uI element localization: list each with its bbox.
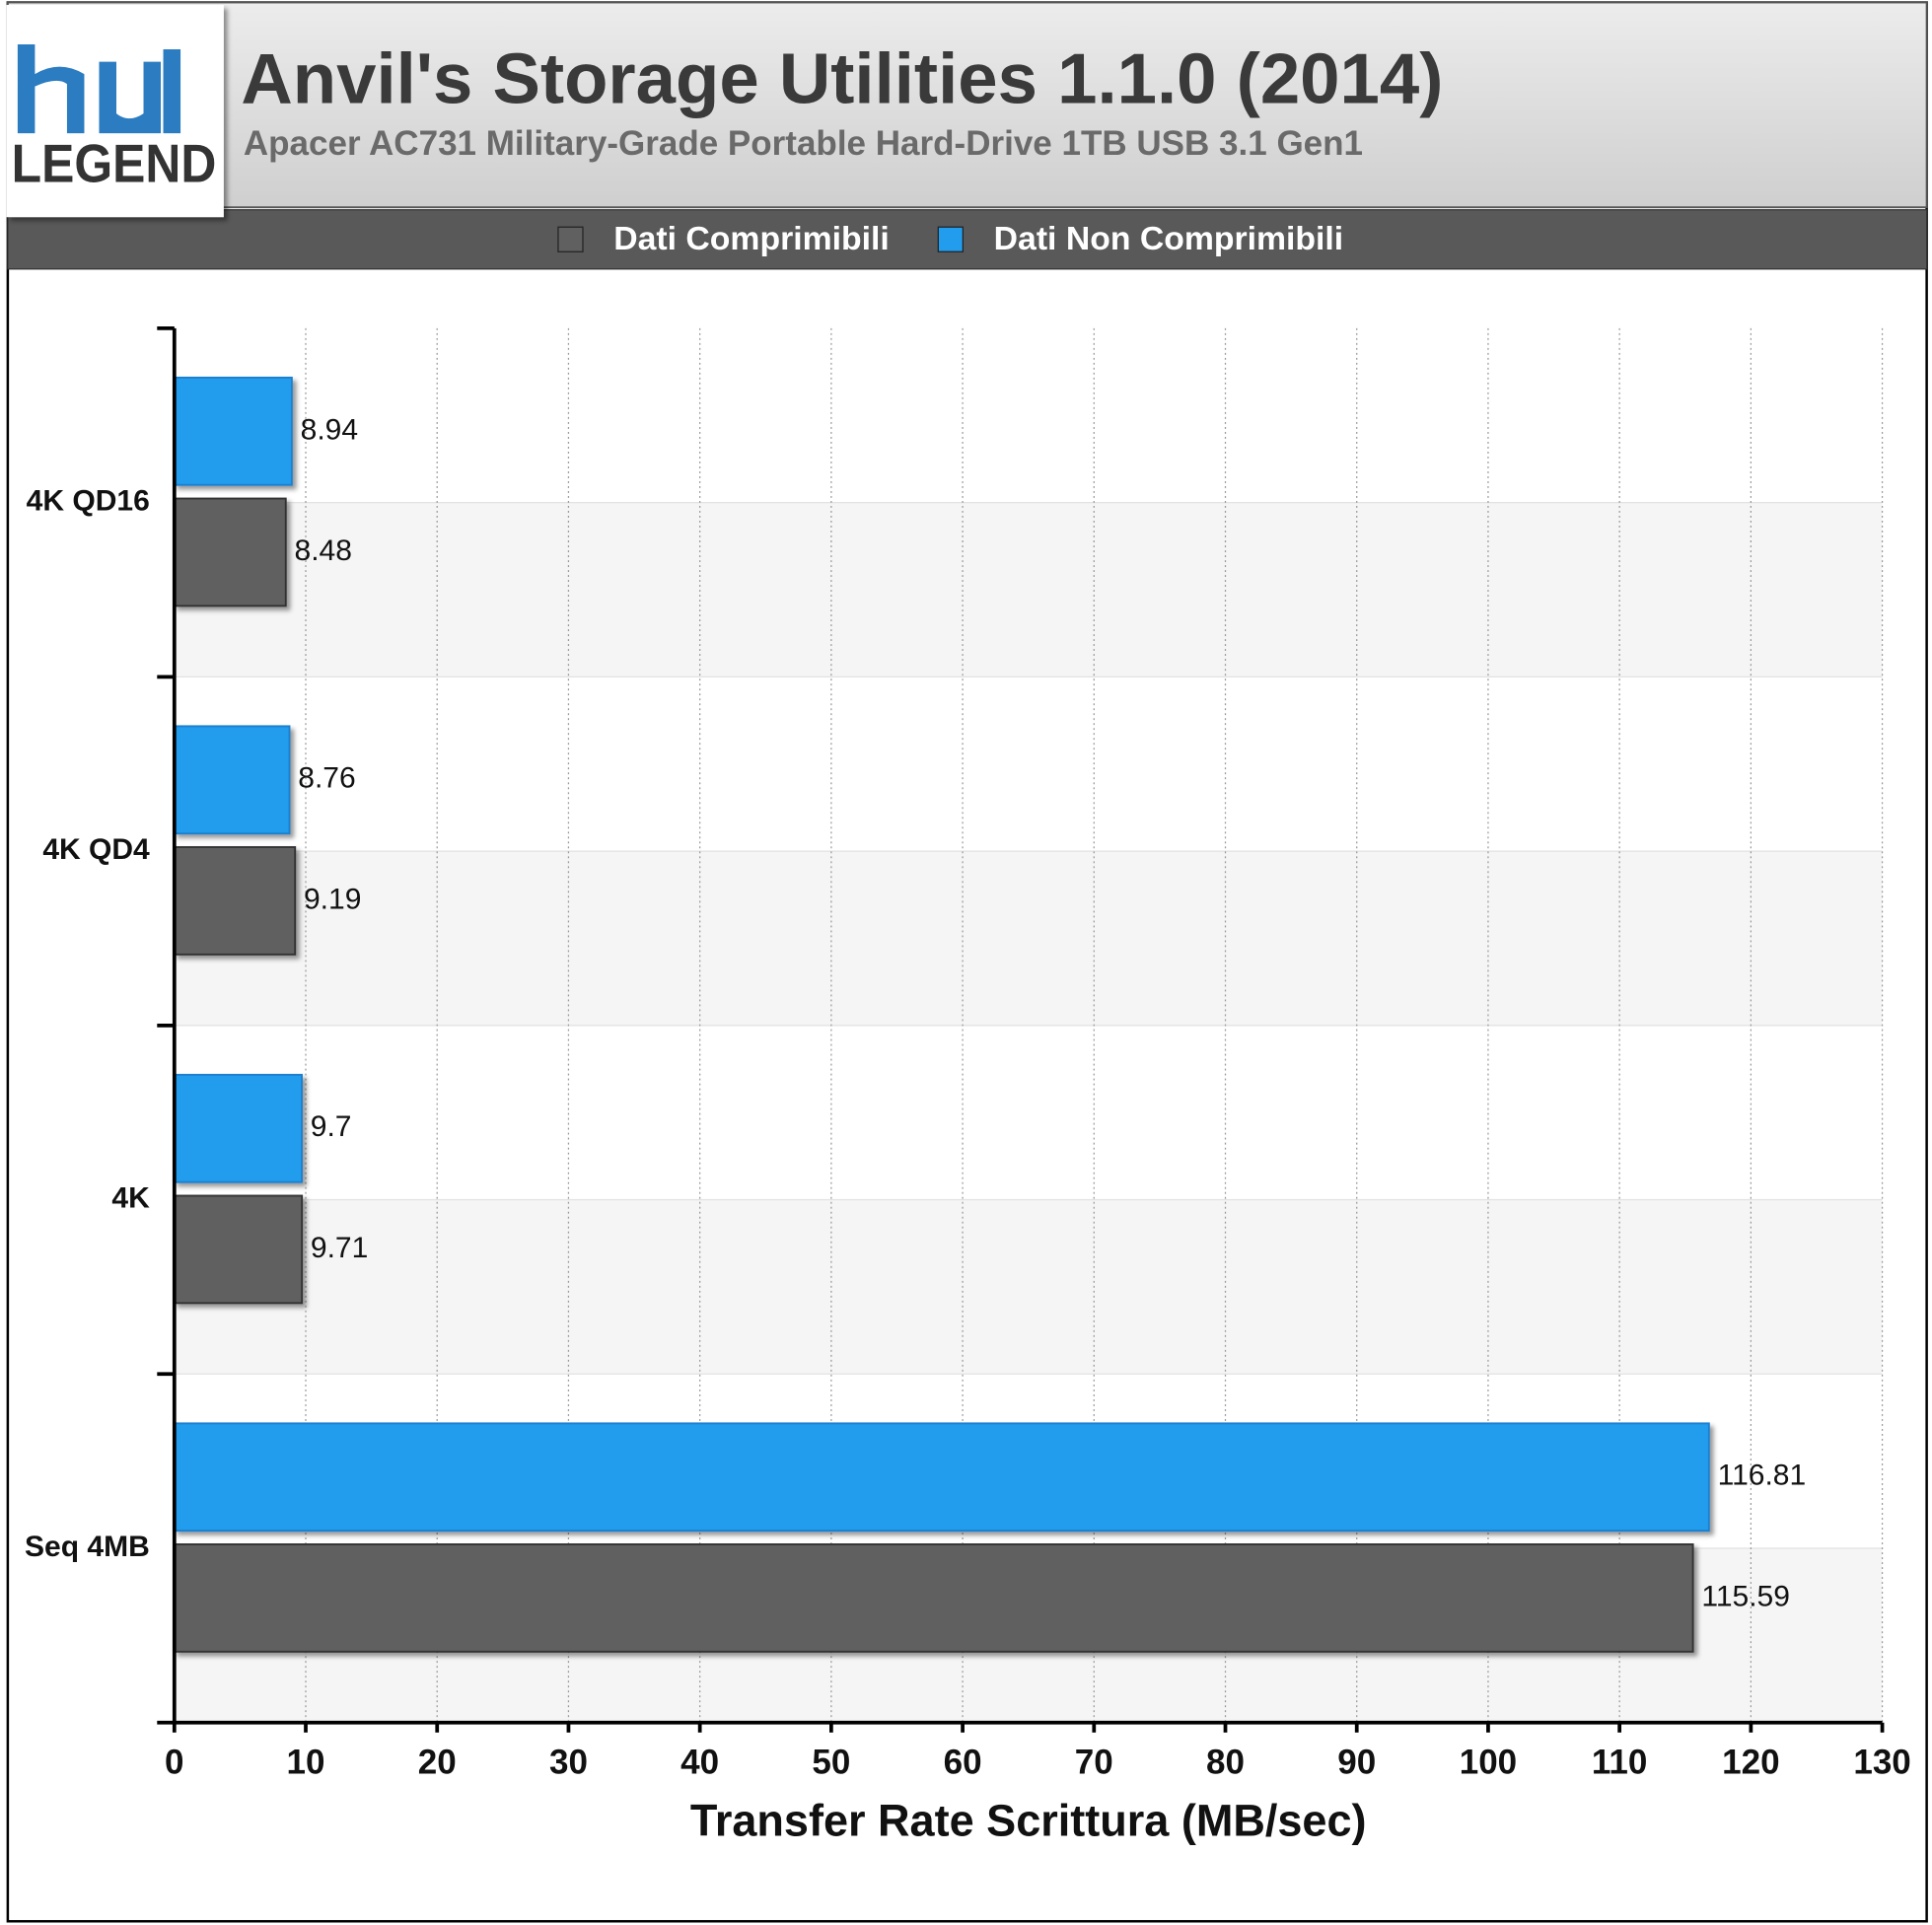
x-tick-label: 130 xyxy=(1853,1744,1910,1782)
bar xyxy=(173,1422,1710,1533)
logo-text: LEGEND xyxy=(12,133,217,194)
bar xyxy=(173,725,291,835)
value-label: 8.48 xyxy=(295,535,352,567)
legend-label: Dati Comprimibili xyxy=(613,220,890,257)
band-bg xyxy=(174,851,1883,1026)
bar xyxy=(173,1543,1694,1653)
header xyxy=(6,1,1928,209)
value-label: 9.71 xyxy=(311,1232,368,1264)
y-tick-label: Seq 4MB xyxy=(25,1531,150,1563)
value-label: 8.94 xyxy=(301,413,358,446)
x-tick-label: 70 xyxy=(1075,1744,1113,1782)
bar xyxy=(173,846,297,956)
legend-swatch xyxy=(937,226,964,252)
x-tick-label: 20 xyxy=(418,1744,457,1782)
band-bg xyxy=(174,1199,1883,1375)
bar xyxy=(173,497,287,607)
bar xyxy=(173,376,293,486)
legend-swatch xyxy=(557,226,584,252)
band-bg xyxy=(174,502,1883,677)
chart-title: Anvil's Storage Utilities 1.1.0 (2014) xyxy=(241,38,1443,118)
legend-label: Dati Non Comprimibili xyxy=(994,220,1344,257)
y-tick-label: 4K xyxy=(111,1181,150,1214)
x-tick-label: 80 xyxy=(1206,1744,1245,1782)
x-axis-title: Transfer Rate Scrittura (MB/sec) xyxy=(690,1795,1367,1845)
legend-bar xyxy=(7,209,1928,270)
x-tick-label: 110 xyxy=(1592,1744,1648,1782)
x-tick-label: 90 xyxy=(1337,1744,1376,1782)
y-tick-label: 4K QD16 xyxy=(27,485,150,518)
x-tick-label: 100 xyxy=(1460,1744,1517,1782)
y-tick-label: 4K QD4 xyxy=(42,833,150,866)
x-tick-label: 40 xyxy=(680,1744,719,1782)
x-tick-label: 50 xyxy=(812,1744,850,1782)
x-tick-label: 0 xyxy=(165,1744,183,1782)
chart-subtitle: Apacer AC731 Military-Grade Portable Har… xyxy=(244,124,1363,163)
x-tick-label: 60 xyxy=(944,1744,982,1782)
x-tick-label: 10 xyxy=(287,1744,325,1782)
logo-mark xyxy=(17,44,181,134)
value-label: 115.59 xyxy=(1701,1580,1790,1612)
x-tick-label: 30 xyxy=(549,1744,588,1782)
value-label: 116.81 xyxy=(1718,1460,1807,1492)
value-label: 9.19 xyxy=(304,883,361,915)
x-tick-label: 120 xyxy=(1722,1744,1779,1782)
value-label: 8.76 xyxy=(298,762,355,795)
bar xyxy=(173,1073,303,1183)
bar xyxy=(173,1194,304,1305)
value-label: 9.7 xyxy=(311,1110,352,1143)
